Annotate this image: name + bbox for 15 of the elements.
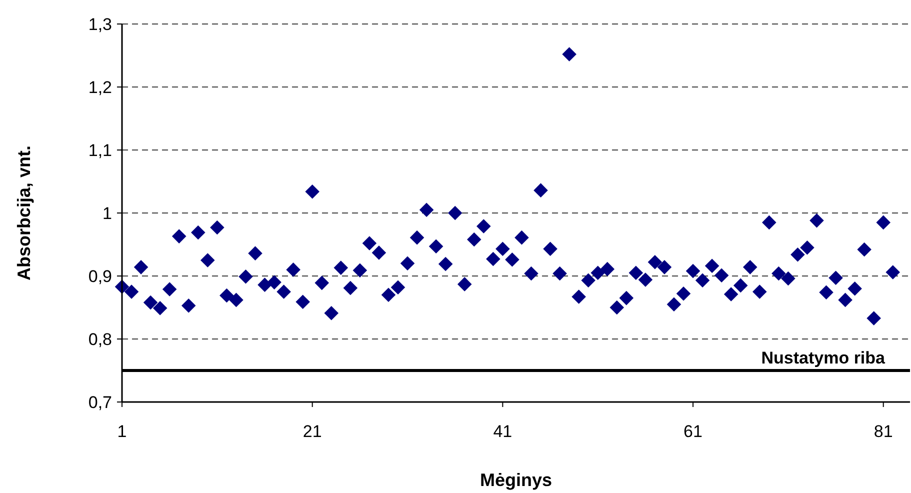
ref-line-label: Nustatymo riba [761,348,886,368]
y-tick-label: 1,1 [88,140,112,160]
x-axis-title: Mėginys [480,470,552,490]
y-tick-label: 1,2 [88,78,112,97]
x-tick-label: 1 [117,422,127,441]
y-axis-title: Absorbcija, vnt. [14,145,34,281]
x-tick-label: 41 [493,422,512,441]
y-tick-label: 0,9 [88,266,112,286]
x-tick-label: 21 [302,422,322,441]
y-tick-label: 1 [102,204,112,223]
x-tick-label: 81 [874,422,893,441]
y-tick-label: 1,3 [88,14,112,34]
x-tick-label: 61 [684,422,702,441]
y-tick-label: 0,7 [88,392,112,412]
y-tick-label: 0,8 [88,330,112,349]
